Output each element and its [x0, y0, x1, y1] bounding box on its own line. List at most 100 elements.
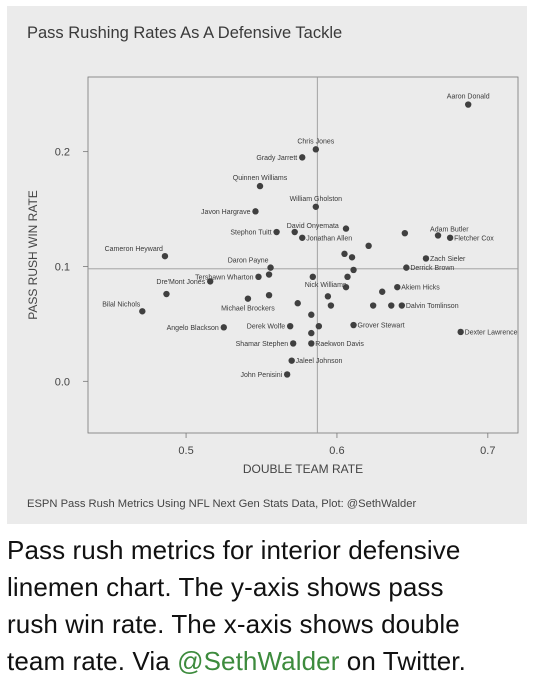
chart-card: Pass Rushing Rates As A Defensive Tackle… [7, 6, 527, 524]
caption-line-4-end: on Twitter. [339, 646, 466, 676]
data-point [324, 293, 332, 300]
data-label: Grover Stewart [358, 323, 405, 330]
data-point [288, 357, 295, 364]
data-label: Derek Wolfe [247, 324, 285, 331]
x-tick-label: 0.7 [480, 445, 495, 457]
data-point [299, 234, 306, 241]
data-label: John Penisini [241, 372, 283, 379]
data-point [286, 323, 294, 330]
data-label: Adam Butler [430, 226, 469, 233]
data-label: Jonathan Allen [306, 235, 352, 242]
chart-title: Pass Rushing Rates As A Defensive Tackle [27, 24, 342, 42]
data-point [294, 300, 301, 307]
data-point [139, 308, 146, 315]
data-label: Javon Hargrave [201, 209, 251, 216]
data-point [273, 228, 280, 236]
data-label: Grady Jarrett [256, 155, 297, 162]
data-label: Nick Williams [305, 282, 347, 289]
data-points [139, 101, 472, 378]
data-point [309, 273, 317, 281]
caption-line-1: Pass rush metrics for interior defensive [7, 535, 461, 565]
data-point [207, 278, 214, 285]
data-label: William Gholston [290, 196, 343, 203]
data-point [403, 264, 410, 271]
data-label: Dre'Mont Jones [156, 279, 205, 286]
data-label: Daron Payne [228, 258, 269, 265]
data-point [379, 288, 386, 295]
data-label: Cameron Heyward [105, 246, 163, 253]
data-point [256, 182, 264, 190]
data-point [252, 208, 259, 215]
data-label: Quinnen Williams [233, 175, 288, 182]
data-label: Aaron Donald [447, 94, 490, 101]
data-point [312, 203, 320, 210]
data-point [308, 340, 315, 347]
data-point [342, 283, 350, 291]
caption: Pass rush metrics for interior defensive… [7, 532, 527, 680]
caption-line-2: linemen chart. The y-axis shows pass [7, 572, 444, 602]
data-point [283, 371, 291, 378]
data-point [388, 302, 395, 309]
data-label: Angelo Blackson [167, 325, 219, 332]
y-tick-label: 0.2 [55, 147, 70, 159]
plot-frame [87, 76, 519, 434]
x-tick-label: 0.5 [178, 445, 193, 457]
data-point [394, 283, 401, 291]
data-point [315, 323, 323, 330]
data-point [299, 154, 306, 161]
data-point [289, 340, 297, 347]
data-label: Zach Sieler [430, 256, 466, 263]
data-point [350, 321, 357, 329]
data-point [341, 250, 348, 258]
data-point [327, 302, 335, 309]
caption-line-3: rush win rate. The x-axis shows double [7, 609, 460, 639]
data-point [267, 264, 274, 271]
data-point [369, 302, 377, 309]
data-label: Shamar Stephen [236, 341, 289, 348]
data-point [465, 101, 472, 108]
data-label: Jaleel Johnson [296, 358, 343, 365]
data-point [434, 232, 442, 239]
data-label: Akiem Hicks [401, 285, 440, 292]
data-point [365, 242, 372, 250]
data-point [348, 254, 356, 261]
y-tick-label: 0.1 [55, 261, 70, 273]
data-point [244, 295, 252, 302]
data-label: Dexter Lawrence [465, 329, 518, 336]
scatter-chart: Pass Rushing Rates As A Defensive Tackle… [26, 24, 519, 510]
caption-line-4-start: team rate. Via [7, 646, 178, 676]
data-label: Dalvin Tomlinson [406, 303, 459, 310]
data-label: Chris Jones [297, 138, 334, 145]
data-point [308, 329, 315, 337]
x-tick-label: 0.6 [329, 445, 344, 457]
data-label: Raekwon Davis [315, 341, 364, 348]
data-point [422, 255, 430, 262]
data-point [220, 324, 227, 331]
data-label: Derrick Brown [410, 265, 454, 272]
data-point [344, 273, 351, 281]
source-note: ESPN Pass Rush Metrics Using NFL Next Ge… [27, 498, 416, 510]
data-point [163, 290, 170, 298]
data-point [342, 225, 350, 232]
data-point [291, 228, 298, 236]
data-label: Fletcher Cox [454, 235, 494, 242]
data-point [308, 311, 315, 318]
data-point [161, 252, 169, 260]
data-point [446, 234, 454, 241]
data-point [401, 229, 409, 237]
data-label: Michael Brockers [221, 306, 275, 313]
data-label: Bilal Nichols [102, 301, 141, 308]
y-tick-label: 0.0 [55, 376, 70, 388]
data-point [312, 146, 320, 153]
twitter-handle-link[interactable]: @SethWalder [177, 646, 340, 676]
x-axis-label: DOUBLE TEAM RATE [243, 462, 363, 476]
data-point [265, 271, 273, 278]
data-label: Tershawn Wharton [195, 274, 253, 281]
data-point [265, 291, 273, 299]
y-axis-label: PASS RUSH WIN RATE [26, 190, 40, 320]
data-label: David Onyemata [287, 223, 339, 230]
data-point [255, 273, 262, 281]
data-point [398, 302, 406, 309]
axis-ticks: 0.5 0.6 0.7 0.0 0.1 0.2 [55, 147, 496, 457]
data-point [350, 266, 357, 274]
